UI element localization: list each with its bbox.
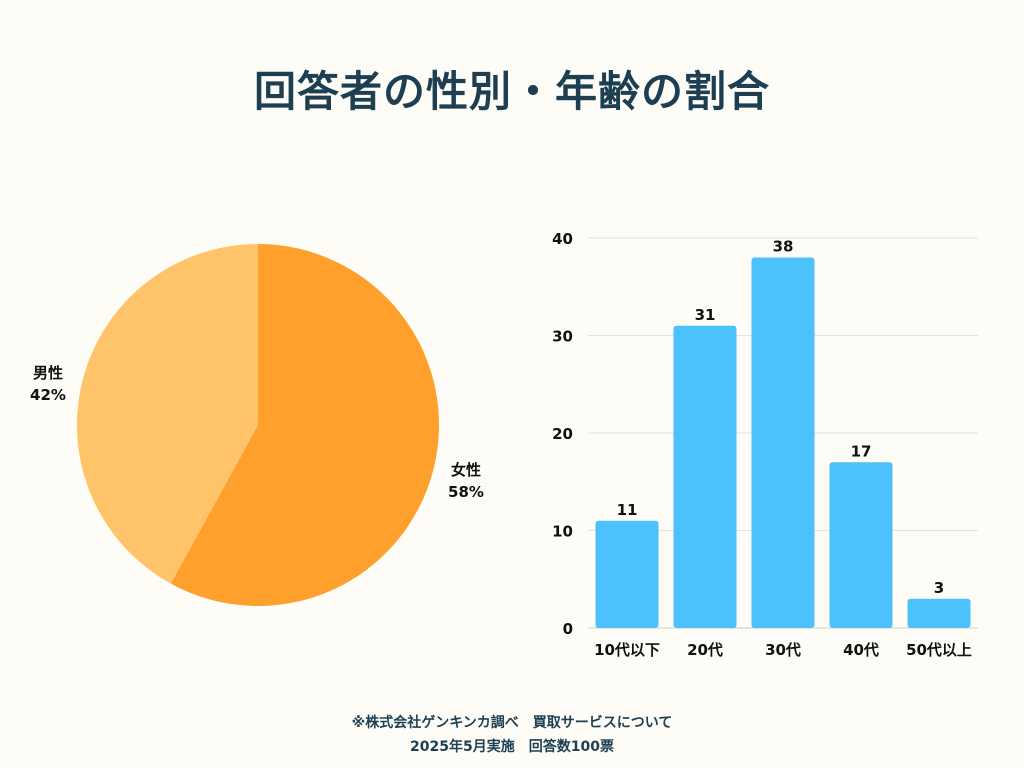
y-tick-label: 20	[552, 425, 573, 443]
bar-value-label: 11	[617, 501, 638, 519]
pie-value-label: 58%	[448, 483, 484, 501]
y-tick-label: 10	[552, 523, 573, 541]
page-title: 回答者の性別・年齢の割合	[253, 67, 770, 116]
bar-1	[673, 325, 737, 628]
x-tick-label: 40代	[843, 641, 879, 659]
pie-label: 女性	[451, 461, 481, 479]
x-tick-label: 20代	[687, 641, 723, 659]
footer-survey-info: 2025年5月実施 回答数100票	[410, 739, 614, 755]
pie-slice-0	[170, 244, 439, 606]
bar-value-label: 38	[773, 238, 794, 256]
y-tick-label: 0	[563, 620, 573, 638]
bar-2	[751, 257, 815, 628]
pie-slice-1	[76, 244, 258, 584]
y-tick-label: 30	[552, 328, 573, 346]
bar-3	[829, 462, 893, 628]
y-tick-label: 40	[552, 230, 573, 248]
pie-label: 男性	[33, 364, 63, 382]
pie-value-label: 42%	[30, 386, 66, 404]
x-tick-label: 50代以上	[906, 641, 972, 659]
x-tick-label: 10代以下	[594, 641, 660, 659]
x-tick-label: 30代	[765, 641, 801, 659]
bar-value-label: 17	[851, 442, 872, 460]
bar-0	[595, 520, 659, 628]
bar-value-label: 31	[695, 306, 716, 324]
bar-value-label: 3	[934, 579, 944, 597]
footer-source: ※株式会社ゲンキンカ調べ 買取サービスについて	[351, 715, 673, 731]
bar-4	[907, 598, 971, 628]
